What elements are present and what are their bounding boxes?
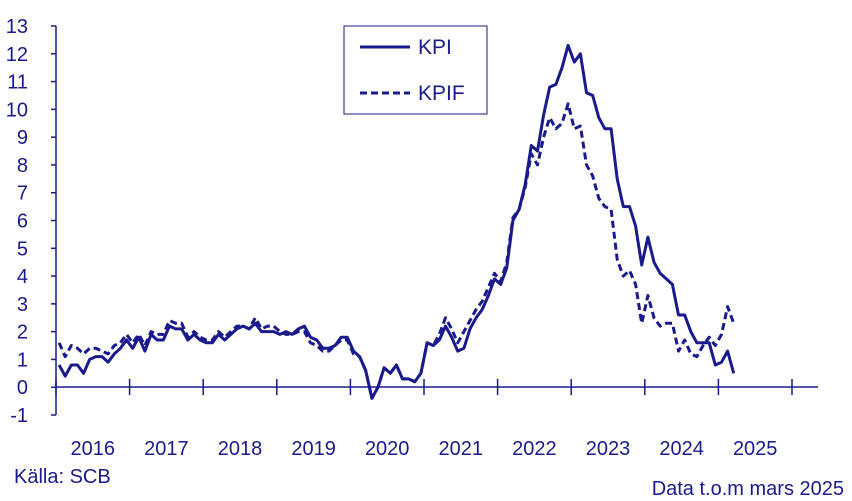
x-tick-label: 2017 — [144, 438, 189, 460]
y-tick-label: 1 — [17, 349, 28, 371]
x-tick-label: 2022 — [512, 438, 557, 460]
x-tick-label: 2024 — [659, 438, 704, 460]
y-tick-label: 2 — [17, 322, 28, 344]
y-tick-label: 6 — [17, 211, 28, 233]
y-tick-label: 4 — [17, 266, 28, 288]
series-line-kpif — [57, 102, 736, 400]
y-tick-label: 11 — [7, 72, 28, 94]
y-tick-label: 5 — [17, 238, 28, 260]
legend-box — [343, 25, 488, 115]
x-tick-label: 2020 — [365, 438, 410, 460]
y-tick-label: 7 — [17, 183, 28, 205]
y-tick-label: -1 — [10, 405, 28, 427]
source-note: Källa: SCB — [14, 466, 111, 488]
x-tick-label: 2019 — [291, 438, 336, 460]
x-axis-labels: 2016 2017 2018 2019 2020 2021 2022 2023 2024 2025 — [71, 438, 778, 460]
x-tick-label: 2018 — [218, 438, 263, 460]
legend-label-kpif: KPIF — [418, 82, 465, 105]
y-tick-label: 13 — [6, 16, 28, 38]
y-tick-label: 8 — [17, 155, 28, 177]
series-layer — [57, 43, 736, 400]
y-tick-label: 12 — [6, 44, 28, 66]
y-tick-label: 10 — [6, 99, 28, 121]
y-tick-label: 9 — [17, 127, 28, 149]
series-line-kpi — [57, 43, 736, 400]
legend-label-kpi: KPI — [418, 36, 452, 59]
x-tick-label: 2025 — [733, 438, 778, 460]
x-axis-ticks — [55, 379, 793, 395]
data-date-note: Data t.o.m mars 2025 — [651, 478, 844, 500]
x-tick-label: 2021 — [439, 438, 484, 460]
x-tick-label: 2016 — [71, 438, 116, 460]
y-tick-label: 3 — [17, 294, 28, 316]
x-tick-label: 2023 — [586, 438, 631, 460]
y-tick-label: 0 — [17, 377, 28, 399]
legend: KPI KPIF — [343, 25, 488, 115]
